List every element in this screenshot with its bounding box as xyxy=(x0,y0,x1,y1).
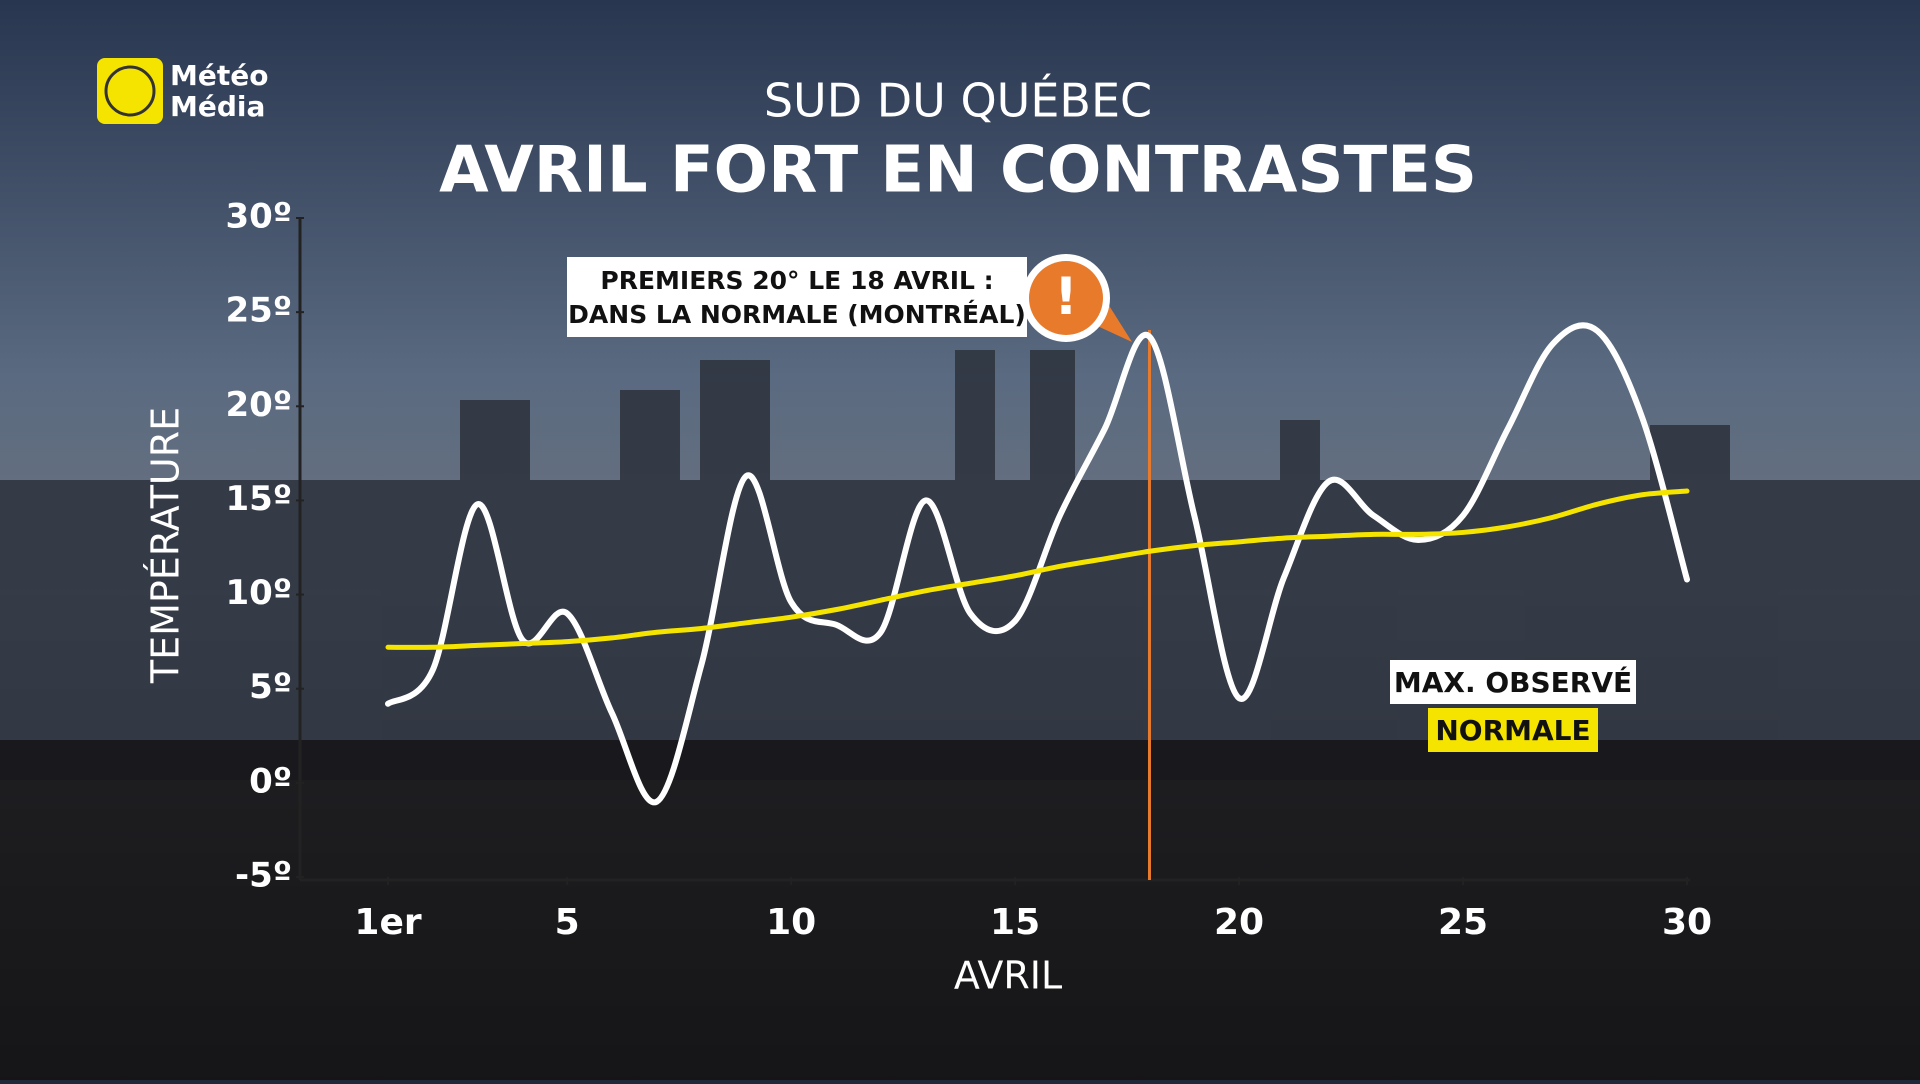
y-axis-label: TEMPÉRATURE xyxy=(144,407,188,684)
logo-globe xyxy=(104,65,156,117)
x-tick-label: 10 xyxy=(766,902,816,943)
annotation-box xyxy=(567,257,1027,337)
y-tick-label: 5º xyxy=(249,667,292,707)
legend-label: NORMALE xyxy=(1435,714,1590,747)
city-silhouette xyxy=(0,350,1920,780)
logo-text: Média xyxy=(170,90,265,123)
series-line xyxy=(385,322,1690,806)
x-tick-label: 5 xyxy=(555,902,580,943)
y-tick-label: 30º xyxy=(226,197,293,237)
y-tick-label: 20º xyxy=(226,385,293,425)
chart-title: AVRIL FORT EN CONTRASTES xyxy=(439,134,1477,208)
legend-entry: MAX. OBSERVÉ xyxy=(1390,660,1636,704)
logo-text: Météo xyxy=(170,59,268,92)
x-tick-label: 25 xyxy=(1438,902,1488,943)
annotation-text: DANS LA NORMALE (MONTRÉAL) xyxy=(568,300,1026,329)
x-tick-label: 15 xyxy=(990,902,1040,943)
forest xyxy=(0,740,1920,1080)
x-tick-label: 20 xyxy=(1214,902,1264,943)
y-tick-label: 10º xyxy=(226,573,293,613)
legend-box xyxy=(1428,708,1598,752)
y-tick-label: -5º xyxy=(235,856,292,896)
legend-label: MAX. OBSERVÉ xyxy=(1394,665,1632,699)
annotation-icon xyxy=(1029,261,1103,335)
legend-entry: NORMALE xyxy=(1428,708,1598,752)
x-axis-label: AVRIL xyxy=(954,954,1062,998)
y-tick-label: 25º xyxy=(226,291,293,331)
x-tick-label: 1er xyxy=(354,902,421,943)
chart-subtitle: SUD DU QUÉBEC xyxy=(764,74,1152,128)
annotation-icon-text: ! xyxy=(1054,267,1078,327)
y-tick-label: 0º xyxy=(249,761,292,801)
y-tick-label: 15º xyxy=(226,479,293,519)
series-line xyxy=(385,488,1690,650)
annotation-text: PREMIERS 20° LE 18 AVRIL : xyxy=(600,266,993,295)
legend-box xyxy=(1390,660,1636,704)
x-tick-label: 30 xyxy=(1662,902,1712,943)
